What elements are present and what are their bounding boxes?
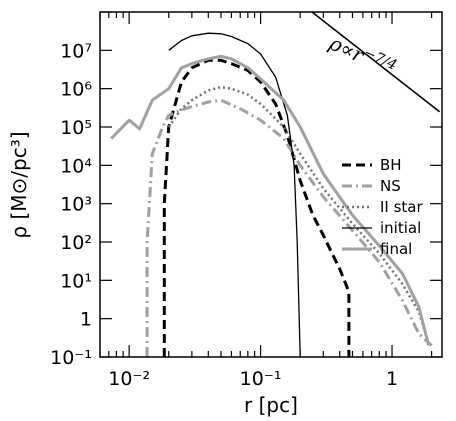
- legend-label-bh: BH: [380, 156, 402, 174]
- series-line-initial: [168, 32, 301, 358]
- slope-reference-line: [311, 11, 441, 113]
- x-axis-label: r [pc]: [244, 393, 298, 417]
- series-lines: [110, 32, 433, 358]
- series-line-ns: [145, 98, 433, 357]
- y-tick-label: 10⁷: [60, 40, 92, 62]
- legend-label-ii-star: II star: [380, 198, 424, 216]
- x-tick-label: 10⁻²: [108, 368, 150, 390]
- y-tick-label: 10⁵: [60, 117, 92, 139]
- y-tick-label: 10⁴: [60, 155, 92, 177]
- series-line-bh: [162, 58, 351, 357]
- y-tick-label: 10³: [60, 194, 92, 216]
- series-line-ii-star: [167, 85, 429, 340]
- legend-label-final: final: [380, 240, 412, 258]
- series-line-final: [110, 54, 431, 346]
- x-tick-label: 10⁻¹: [240, 368, 282, 390]
- y-tick-label: 10²: [60, 232, 92, 254]
- legend-label-initial: initial: [380, 219, 421, 237]
- y-tick-label: 10¹: [60, 270, 92, 292]
- plot-frame: [99, 11, 443, 358]
- x-tick-label: 1: [386, 368, 398, 390]
- legend-label-ns: NS: [380, 177, 401, 195]
- x-tick-labels: 10⁻² 10⁻¹ 1: [108, 368, 398, 390]
- y-tick-labels: 10⁻¹ 1 10¹ 10² 10³ 10⁴ 10⁵ 10⁶ 10⁷: [50, 40, 92, 369]
- y-tick-label: 10⁶: [60, 79, 92, 101]
- y-tick-label: 1: [80, 309, 92, 331]
- y-tick-label: 10⁻¹: [50, 347, 92, 369]
- legend: BH NS II star initial final: [342, 156, 424, 258]
- y-axis-label: ρ [M⊙/pc³]: [7, 131, 31, 238]
